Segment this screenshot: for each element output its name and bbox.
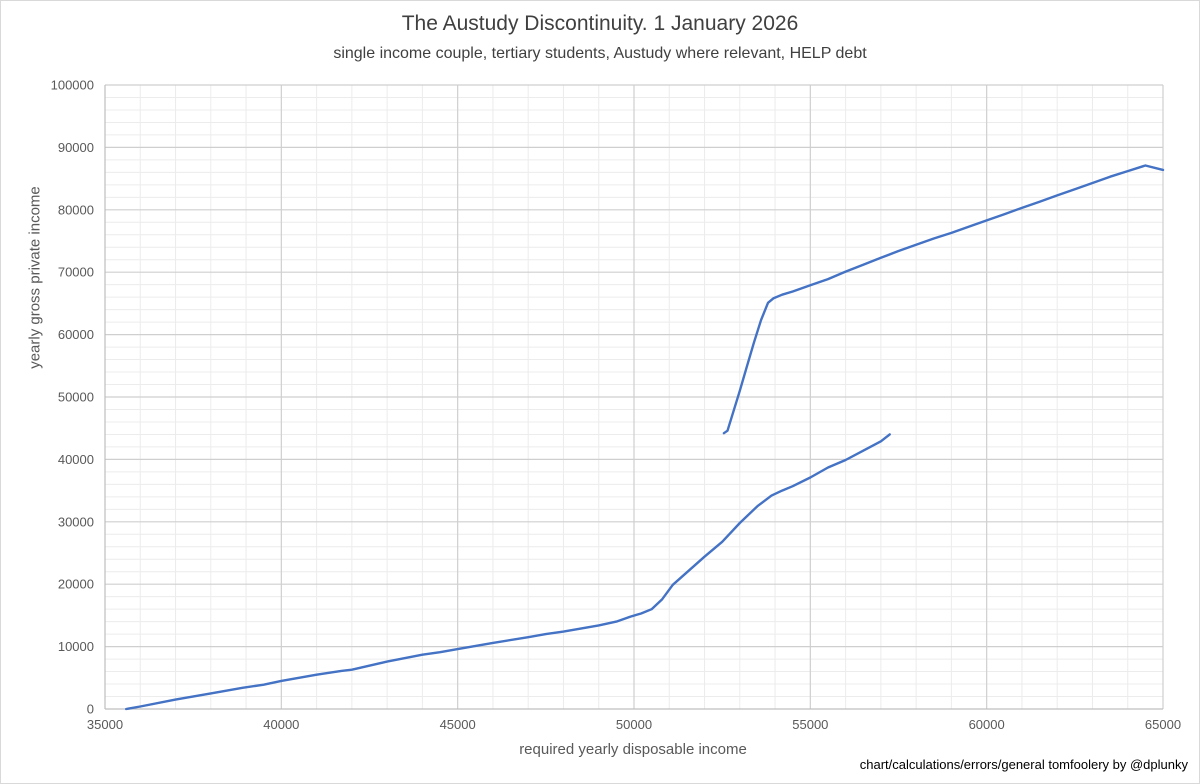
x-tick-label: 55000 xyxy=(792,717,828,732)
credit-annotation: chart/calculations/errors/general tomfoo… xyxy=(859,757,1188,772)
y-tick-label: 30000 xyxy=(58,514,94,529)
x-tick-label: 50000 xyxy=(616,717,652,732)
y-tick-label: 60000 xyxy=(58,327,94,342)
x-tick-label: 65000 xyxy=(1145,717,1181,732)
y-tick-label: 40000 xyxy=(58,452,94,467)
y-tick-label: 50000 xyxy=(58,390,94,405)
grid-layer xyxy=(105,84,1164,709)
y-tick-label: 20000 xyxy=(58,577,94,592)
series-layer xyxy=(125,164,1165,711)
y-axis-label: yearly gross private income xyxy=(26,186,44,369)
series-line-1 xyxy=(125,433,891,711)
x-tick-label: 45000 xyxy=(440,717,476,732)
x-tick-label: 60000 xyxy=(969,717,1005,732)
y-tick-label: 70000 xyxy=(58,265,94,280)
x-tick-label: 35000 xyxy=(87,717,123,732)
y-tick-label: 0 xyxy=(87,702,94,717)
y-tick-label: 10000 xyxy=(58,639,94,654)
x-tick-label: 40000 xyxy=(263,717,299,732)
chart-title: The Austudy Discontinuity. 1 January 202… xyxy=(401,12,799,35)
chart-subtitle: single income couple, tertiary students,… xyxy=(333,45,867,62)
axis-layer xyxy=(104,85,1163,710)
x-axis-label: required yearly disposable income xyxy=(519,741,747,758)
y-tick-label: 100000 xyxy=(51,78,94,93)
y-tick-label: 90000 xyxy=(58,140,94,155)
series-line-2 xyxy=(722,164,1165,435)
y-tick-label: 80000 xyxy=(58,202,94,217)
tick-label-layer: 35000 40000 45000 50000 55000 60000 65000 0 1000… xyxy=(51,78,1181,733)
